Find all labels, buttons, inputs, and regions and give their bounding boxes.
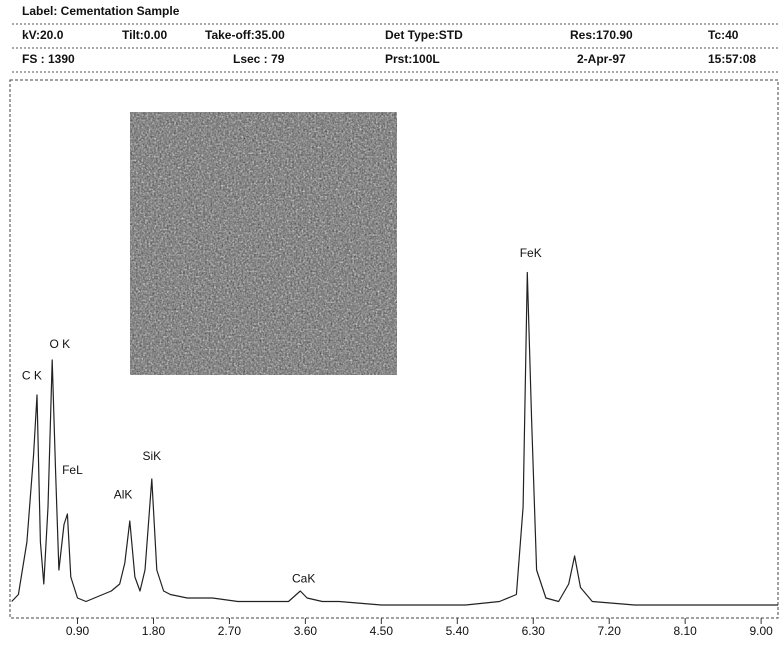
header-field: Tilt:0.00 (122, 28, 167, 42)
x-tick-label: 2.70 (218, 624, 242, 638)
x-tick-label: 5.40 (446, 624, 470, 638)
x-tick-label: 1.80 (142, 624, 166, 638)
x-tick-label: 7.20 (598, 624, 622, 638)
header-field: Res:170.90 (570, 28, 633, 42)
header-field: Take-off:35.00 (205, 28, 285, 42)
header-field: 2-Apr-97 (577, 52, 626, 66)
sample-label: Label: Cementation Sample (22, 4, 180, 18)
peak-label: SiK (142, 449, 161, 463)
peak-label: CaK (292, 572, 315, 586)
header-field: FS : 1390 (22, 52, 75, 66)
peak-label: AlK (114, 488, 133, 502)
peak-label: C K (22, 369, 42, 383)
peak-label: FeK (520, 246, 542, 260)
header-field: kV:20.0 (22, 28, 64, 42)
header-field: Det Type:STD (385, 28, 463, 42)
header-field: 15:57:08 (708, 52, 756, 66)
x-tick-label: 3.60 (294, 624, 318, 638)
peak-label: FeL (62, 463, 83, 477)
x-tick-label: 6.30 (522, 624, 546, 638)
x-tick-label: 8.10 (673, 624, 697, 638)
x-tick-label: 9.00 (749, 624, 773, 638)
micrograph-texture (130, 112, 397, 375)
header-field: Prst:100L (385, 52, 440, 66)
header-field: Lsec : 79 (233, 52, 285, 66)
spectrum-page: Label: Cementation Sample kV:20.0 Tilt:0.… (0, 0, 781, 647)
peak-label: O K (49, 337, 70, 351)
x-tick-label: 4.50 (370, 624, 394, 638)
header-field: Tc:40 (708, 28, 739, 42)
x-tick-label: 0.90 (66, 624, 90, 638)
